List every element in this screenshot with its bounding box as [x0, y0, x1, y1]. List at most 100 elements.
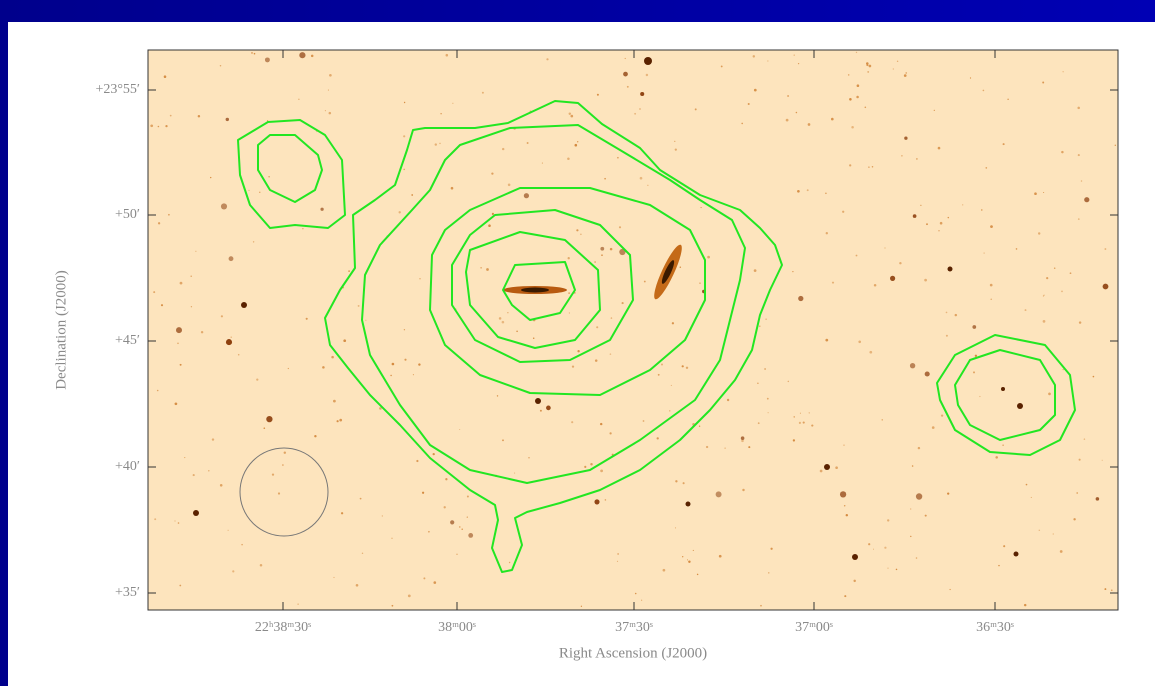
- x-tick-label: 37ᵐ30ˢ: [615, 620, 653, 635]
- star: [278, 492, 280, 494]
- star: [984, 253, 985, 254]
- star: [1039, 530, 1040, 531]
- star: [832, 282, 834, 284]
- star: [158, 222, 160, 224]
- star: [404, 359, 406, 361]
- star: [843, 444, 844, 445]
- star: [687, 559, 688, 560]
- star: [180, 364, 182, 366]
- star: [675, 148, 677, 150]
- star: [872, 166, 874, 168]
- star: [577, 141, 578, 142]
- star: [456, 554, 457, 555]
- star: [325, 110, 326, 111]
- star: [190, 276, 191, 277]
- star: [423, 577, 425, 579]
- star: [331, 356, 334, 359]
- star: [482, 92, 484, 94]
- star: [231, 337, 232, 338]
- star: [835, 466, 838, 469]
- star: [825, 192, 827, 194]
- star: [680, 267, 681, 268]
- star: [403, 169, 405, 171]
- star: [635, 593, 637, 595]
- star: [594, 499, 599, 504]
- star: [226, 118, 229, 121]
- star: [459, 429, 460, 430]
- star: [808, 123, 811, 126]
- star: [910, 508, 911, 509]
- star: [979, 396, 980, 397]
- star: [1043, 320, 1046, 323]
- star: [770, 548, 772, 550]
- star: [972, 325, 976, 329]
- star: [358, 305, 360, 307]
- star: [1007, 99, 1008, 100]
- star: [208, 470, 210, 472]
- star: [595, 359, 598, 362]
- star: [1104, 588, 1106, 590]
- star: [507, 312, 508, 313]
- star: [657, 437, 659, 439]
- star: [640, 177, 643, 180]
- star: [467, 516, 468, 517]
- y-tick-label: +45′: [115, 333, 140, 348]
- star: [798, 296, 803, 301]
- star: [333, 400, 336, 403]
- star: [590, 463, 592, 465]
- star: [153, 291, 155, 293]
- star: [899, 262, 901, 264]
- star: [797, 190, 800, 193]
- star: [459, 526, 460, 527]
- star: [916, 158, 918, 160]
- star: [865, 107, 867, 109]
- star: [985, 167, 987, 169]
- star: [975, 355, 977, 357]
- star: [765, 319, 766, 320]
- star: [949, 589, 950, 590]
- star: [251, 52, 253, 54]
- star: [542, 163, 543, 164]
- star: [228, 530, 229, 531]
- star: [884, 547, 886, 549]
- star: [329, 112, 332, 115]
- star: [445, 478, 447, 480]
- star: [1031, 497, 1032, 498]
- star: [540, 410, 542, 412]
- star: [916, 557, 918, 559]
- star: [916, 493, 922, 499]
- star: [311, 55, 314, 58]
- star: [786, 119, 789, 122]
- star: [577, 350, 579, 352]
- star: [991, 299, 992, 300]
- star: [299, 52, 305, 58]
- star: [669, 410, 670, 411]
- star: [1077, 107, 1080, 110]
- star: [158, 126, 160, 128]
- star: [403, 135, 405, 137]
- star: [869, 65, 872, 68]
- star: [1042, 82, 1044, 84]
- star: [793, 439, 795, 441]
- star: [365, 320, 366, 321]
- star: [990, 284, 993, 287]
- star: [150, 124, 153, 127]
- star: [433, 453, 435, 455]
- star: [946, 335, 948, 337]
- star: [706, 446, 708, 448]
- star: [584, 466, 586, 468]
- star: [570, 115, 573, 118]
- star: [266, 416, 272, 422]
- star: [840, 491, 846, 497]
- star: [268, 176, 269, 177]
- star: [581, 606, 582, 607]
- galaxy-core: [521, 288, 549, 293]
- star: [174, 520, 175, 521]
- star: [356, 584, 359, 587]
- star: [947, 492, 949, 494]
- star: [298, 99, 299, 100]
- star: [212, 438, 214, 440]
- star: [1001, 387, 1005, 391]
- star: [934, 110, 935, 111]
- star: [753, 55, 755, 57]
